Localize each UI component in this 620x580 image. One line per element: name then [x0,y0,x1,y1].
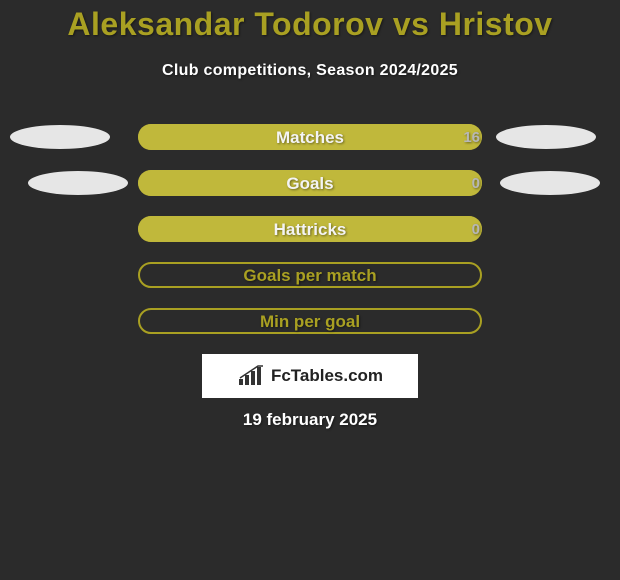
stat-row: Goals per match [0,262,620,288]
stat-bar [138,308,482,334]
left-ellipse [10,125,110,149]
left-ellipse [28,171,128,195]
brand-text: FcTables.com [271,366,383,386]
stat-bar [138,124,482,150]
page-title: Aleksandar Todorov vs Hristov [0,0,620,42]
stat-bar [138,216,482,242]
stat-bar-fill [138,216,482,242]
right-ellipse [496,125,596,149]
brand-logo-icon [237,365,265,387]
stat-bar [138,262,482,288]
stat-row: Matches16 [0,124,620,150]
comparison-infographic: Aleksandar Todorov vs Hristov Club compe… [0,0,620,580]
brand-badge: FcTables.com [202,354,418,398]
stat-bar [138,170,482,196]
stat-row: Min per goal [0,308,620,334]
stat-row: Hattricks0 [0,216,620,242]
stat-bar-fill [138,124,482,150]
stat-row: Goals0 [0,170,620,196]
footer-date: 19 february 2025 [0,410,620,430]
page-subtitle: Club competitions, Season 2024/2025 [0,62,620,80]
stat-bar-fill [138,170,482,196]
right-ellipse [500,171,600,195]
